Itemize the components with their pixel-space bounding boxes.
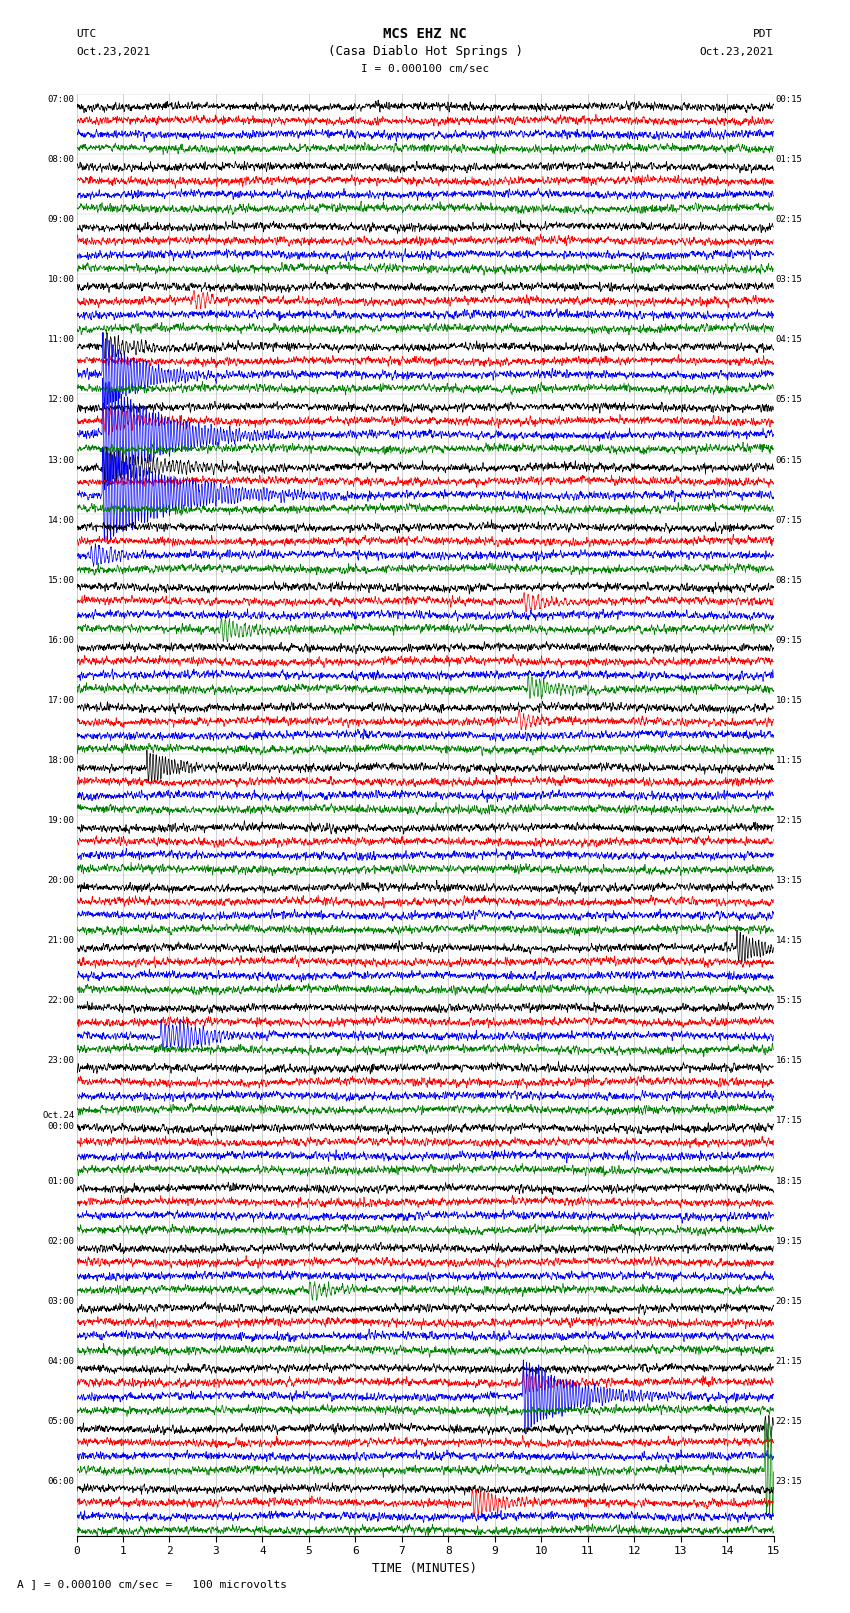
- Text: 22:15: 22:15: [775, 1416, 802, 1426]
- Text: 06:00: 06:00: [48, 1478, 75, 1486]
- Text: 07:15: 07:15: [775, 516, 802, 524]
- Text: 20:15: 20:15: [775, 1297, 802, 1307]
- Text: 12:00: 12:00: [48, 395, 75, 405]
- Text: 23:15: 23:15: [775, 1478, 802, 1486]
- Text: 16:15: 16:15: [775, 1057, 802, 1066]
- Text: 14:15: 14:15: [775, 936, 802, 945]
- Text: MCS EHZ NC: MCS EHZ NC: [383, 27, 467, 40]
- Text: 03:15: 03:15: [775, 276, 802, 284]
- Text: 03:00: 03:00: [48, 1297, 75, 1307]
- Text: 15:15: 15:15: [775, 997, 802, 1005]
- Text: 09:00: 09:00: [48, 215, 75, 224]
- Text: 11:15: 11:15: [775, 756, 802, 765]
- Text: 17:15: 17:15: [775, 1116, 802, 1126]
- Text: 17:00: 17:00: [48, 695, 75, 705]
- Text: 22:00: 22:00: [48, 997, 75, 1005]
- X-axis label: TIME (MINUTES): TIME (MINUTES): [372, 1561, 478, 1574]
- Text: Oct.24
00:00: Oct.24 00:00: [42, 1111, 75, 1131]
- Text: 11:00: 11:00: [48, 336, 75, 345]
- Text: 10:00: 10:00: [48, 276, 75, 284]
- Text: 04:15: 04:15: [775, 336, 802, 345]
- Text: Oct.23,2021: Oct.23,2021: [76, 47, 150, 56]
- Text: 08:15: 08:15: [775, 576, 802, 586]
- Text: 19:00: 19:00: [48, 816, 75, 826]
- Text: 10:15: 10:15: [775, 695, 802, 705]
- Text: 07:00: 07:00: [48, 95, 75, 105]
- Text: 05:15: 05:15: [775, 395, 802, 405]
- Text: 23:00: 23:00: [48, 1057, 75, 1066]
- Text: 21:15: 21:15: [775, 1357, 802, 1366]
- Text: 02:00: 02:00: [48, 1237, 75, 1245]
- Text: 08:00: 08:00: [48, 155, 75, 165]
- Text: 01:15: 01:15: [775, 155, 802, 165]
- Text: 14:00: 14:00: [48, 516, 75, 524]
- Text: A ] = 0.000100 cm/sec =   100 microvolts: A ] = 0.000100 cm/sec = 100 microvolts: [17, 1579, 287, 1589]
- Text: 16:00: 16:00: [48, 636, 75, 645]
- Text: I = 0.000100 cm/sec: I = 0.000100 cm/sec: [361, 65, 489, 74]
- Text: 13:00: 13:00: [48, 455, 75, 465]
- Text: 01:00: 01:00: [48, 1176, 75, 1186]
- Text: 05:00: 05:00: [48, 1416, 75, 1426]
- Text: 13:15: 13:15: [775, 876, 802, 886]
- Text: 12:15: 12:15: [775, 816, 802, 826]
- Text: 19:15: 19:15: [775, 1237, 802, 1245]
- Text: 18:15: 18:15: [775, 1176, 802, 1186]
- Text: 02:15: 02:15: [775, 215, 802, 224]
- Text: 00:15: 00:15: [775, 95, 802, 105]
- Text: 04:00: 04:00: [48, 1357, 75, 1366]
- Text: 21:00: 21:00: [48, 936, 75, 945]
- Text: 15:00: 15:00: [48, 576, 75, 586]
- Text: Oct.23,2021: Oct.23,2021: [700, 47, 774, 56]
- Text: UTC: UTC: [76, 29, 97, 39]
- Text: 06:15: 06:15: [775, 455, 802, 465]
- Text: (Casa Diablo Hot Springs ): (Casa Diablo Hot Springs ): [327, 45, 523, 58]
- Text: PDT: PDT: [753, 29, 774, 39]
- Text: 20:00: 20:00: [48, 876, 75, 886]
- Text: 18:00: 18:00: [48, 756, 75, 765]
- Text: 09:15: 09:15: [775, 636, 802, 645]
